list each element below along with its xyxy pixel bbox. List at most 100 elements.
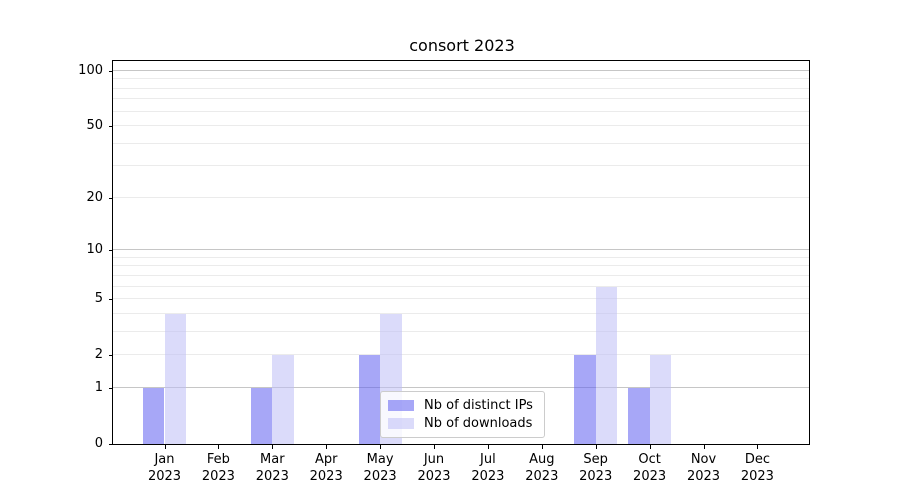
- x-tick-label-jul: Jul 2023: [456, 451, 520, 485]
- x-tick-aug: [541, 445, 543, 449]
- legend-row-nb-of-downloads: Nb of downloads: [388, 416, 536, 431]
- x-tick-label-nov: Nov 2023: [672, 451, 736, 485]
- plot-area: [112, 60, 810, 445]
- x-tick-month: Sep: [583, 452, 608, 467]
- x-tick-feb: [218, 445, 220, 449]
- y-tick-label-50: 50: [86, 118, 103, 134]
- legend-label-nb-of-downloads: Nb of downloads: [424, 415, 533, 431]
- y-tick-label-1: 1: [94, 379, 103, 395]
- x-tick-month: Dec: [744, 452, 770, 467]
- gridline-minor-30: [113, 165, 809, 167]
- bar-nb-of-downloads-mar: [272, 355, 294, 444]
- bar-nb-of-distinct-ips-oct: [628, 387, 650, 444]
- x-tick-label-mar: Mar 2023: [240, 451, 304, 485]
- x-tick-month: Oct: [638, 452, 661, 467]
- x-tick-jan: [164, 445, 166, 449]
- y-tick-2: [109, 355, 113, 357]
- y-tick-10: [109, 250, 113, 252]
- bar-nb-of-downloads-jan: [164, 313, 187, 444]
- chart-title: consort 2023: [409, 36, 515, 55]
- gridline-minor-50: [113, 125, 809, 127]
- x-tick-year: 2023: [255, 469, 289, 484]
- y-tick-label-20: 20: [86, 189, 103, 205]
- x-tick-year: 2023: [525, 469, 559, 484]
- x-tick-month: Jan: [154, 452, 175, 467]
- x-tick-label-aug: Aug 2023: [510, 451, 574, 485]
- x-tick-label-dec: Dec 2023: [725, 451, 789, 485]
- x-tick-month: Feb: [206, 452, 230, 467]
- bar-nb-of-distinct-ips-may: [358, 355, 381, 444]
- y-tick-1: [109, 387, 113, 389]
- x-tick-dec: [757, 445, 759, 449]
- y-tick-label-2: 2: [94, 347, 103, 363]
- x-tick-sep: [595, 445, 597, 449]
- x-tick-month: Nov: [690, 452, 717, 467]
- x-tick-year: 2023: [147, 469, 182, 484]
- gridline-major-10: [113, 249, 809, 251]
- x-tick-label-feb: Feb 2023: [186, 451, 250, 485]
- y-tick-0: [109, 444, 113, 445]
- gridline-minor-2: [113, 354, 809, 356]
- bar-nb-of-downloads-sep: [595, 286, 618, 444]
- x-tick-jul: [487, 445, 489, 449]
- x-tick-year: 2023: [579, 469, 613, 484]
- gridline-major-100: [113, 69, 809, 71]
- y-tick-100: [109, 70, 113, 72]
- gridline-minor-70: [113, 98, 809, 100]
- x-tick-apr: [326, 445, 328, 449]
- x-tick-label-jun: Jun 2023: [402, 451, 466, 485]
- gridline-minor-4: [113, 312, 809, 314]
- bar-nb-of-distinct-ips-sep: [574, 355, 596, 444]
- legend-label-nb-of-distinct-ips: Nb of distinct IPs: [424, 398, 533, 414]
- y-tick-50: [109, 126, 113, 128]
- gridline-minor-7: [113, 274, 809, 276]
- x-tick-may: [380, 445, 382, 449]
- x-tick-month: Jul: [480, 452, 496, 467]
- x-tick-label-oct: Oct 2023: [618, 451, 682, 485]
- gridline-minor-90: [113, 78, 809, 80]
- y-tick-label-10: 10: [86, 242, 103, 258]
- bar-nb-of-downloads-oct: [649, 355, 672, 444]
- y-tick-20: [109, 197, 113, 199]
- y-tick-label-0: 0: [94, 436, 103, 451]
- gridline-minor-20: [113, 196, 809, 198]
- x-tick-year: 2023: [686, 469, 721, 484]
- gridline-minor-3: [113, 330, 809, 332]
- x-tick-month: Aug: [529, 452, 555, 467]
- x-tick-label-apr: Apr 2023: [294, 451, 358, 485]
- x-tick-year: 2023: [417, 469, 451, 484]
- y-tick-5: [109, 299, 113, 301]
- x-tick-label-jan: Jan 2023: [133, 451, 197, 485]
- legend: Nb of distinct IPs Nb of downloads: [380, 391, 545, 438]
- x-tick-mar: [272, 445, 274, 449]
- legend-row-nb-of-distinct-ips: Nb of distinct IPs: [388, 398, 536, 413]
- x-tick-month: Jun: [423, 452, 445, 467]
- x-tick-label-may: May 2023: [348, 451, 412, 485]
- gridline-minor-9: [113, 256, 809, 258]
- y-tick-label-100: 100: [78, 62, 103, 78]
- gridline-minor-80: [113, 87, 809, 89]
- x-tick-oct: [649, 445, 651, 449]
- y-tick-label-5: 5: [94, 291, 103, 307]
- bar-nb-of-distinct-ips-jan: [142, 387, 165, 444]
- gridline-minor-5: [113, 298, 809, 300]
- x-tick-month: May: [366, 452, 394, 467]
- bar-nb-of-distinct-ips-mar: [250, 387, 273, 444]
- x-tick-year: 2023: [363, 469, 397, 484]
- gridline-minor-6: [113, 285, 809, 287]
- x-tick-month: Apr: [314, 452, 338, 467]
- x-tick-year: 2023: [201, 469, 235, 484]
- x-tick-nov: [703, 445, 705, 449]
- x-tick-year: 2023: [309, 469, 343, 484]
- gridline-minor-40: [113, 142, 809, 144]
- x-tick-jun: [434, 445, 435, 449]
- legend-swatch-nb-of-downloads: [388, 417, 414, 429]
- gridline-minor-60: [113, 110, 809, 112]
- x-tick-month: Mar: [260, 452, 285, 467]
- legend-swatch-nb-of-distinct-ips: [388, 400, 414, 412]
- x-tick-year: 2023: [740, 469, 774, 484]
- gridline-minor-8: [113, 265, 809, 267]
- x-tick-year: 2023: [471, 469, 505, 484]
- x-tick-year: 2023: [633, 469, 667, 484]
